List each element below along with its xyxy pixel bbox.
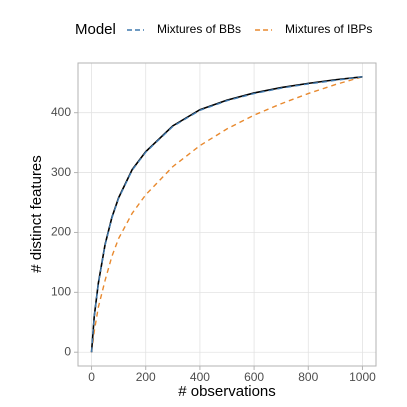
y-tick-label: 300 xyxy=(51,165,71,179)
legend-label: Mixtures of BBs xyxy=(157,22,241,36)
y-tick-label: 400 xyxy=(51,105,71,119)
legend-title: Model xyxy=(75,21,116,38)
x-axis-title: # observations xyxy=(178,383,276,400)
series-line xyxy=(90,76,363,353)
legend-label: Mixtures of IBPs xyxy=(285,22,372,36)
x-tick-label: 600 xyxy=(244,370,264,384)
x-tick-label: 800 xyxy=(298,370,318,384)
x-tick-label: 400 xyxy=(190,370,210,384)
y-tick-label: 0 xyxy=(64,344,71,358)
y-tick-label: 200 xyxy=(51,225,71,239)
y-axis-title: # distinct features xyxy=(28,155,45,273)
x-tick-label: 200 xyxy=(136,370,156,384)
y-tick-label: 100 xyxy=(51,285,71,299)
plot-border xyxy=(77,62,377,367)
x-tick-label: 1000 xyxy=(349,370,376,384)
x-tick-label: 0 xyxy=(88,370,95,384)
